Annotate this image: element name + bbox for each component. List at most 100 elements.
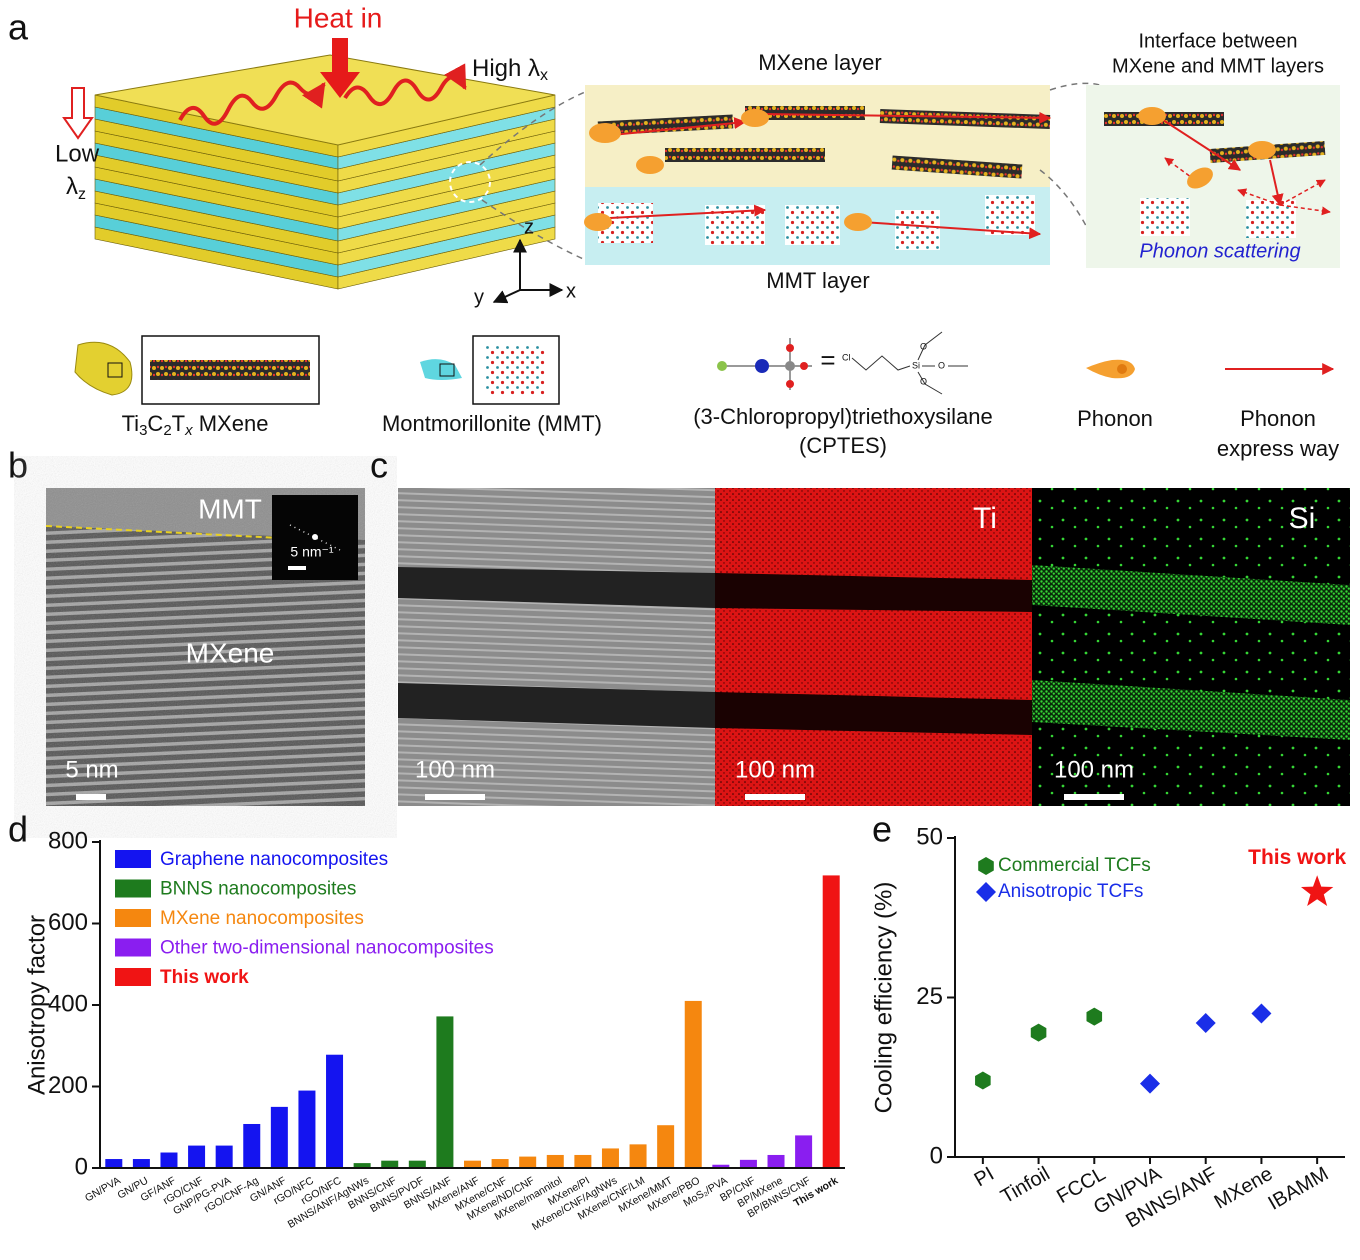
mmt-unit xyxy=(1140,198,1190,236)
bar xyxy=(408,1160,426,1168)
mxene-chain xyxy=(665,148,825,162)
bar xyxy=(712,1164,730,1168)
atom-label: O xyxy=(938,360,945,370)
dark-band xyxy=(398,567,715,728)
phonon-path xyxy=(1269,159,1284,207)
panel-b: b 5 nm⁻¹ MMT MXene 5 nm xyxy=(8,445,365,806)
bar xyxy=(546,1154,564,1168)
y-tick-label: 50 xyxy=(916,823,943,850)
axis-y: y xyxy=(474,286,484,308)
phonon xyxy=(1138,107,1166,125)
scale-label: 100 nm xyxy=(1054,756,1134,783)
mxene-chain xyxy=(879,109,1051,129)
mmt-unit xyxy=(485,345,545,395)
element-label: Ti xyxy=(973,502,997,535)
bar xyxy=(601,1148,619,1168)
zoom-line xyxy=(1049,82,1101,91)
scale-label: 100 nm xyxy=(735,756,815,783)
high-lambda: High λx xyxy=(472,55,548,84)
phonon-path xyxy=(611,117,747,136)
atom xyxy=(717,361,727,371)
scatter-path xyxy=(1279,204,1331,216)
phonon-core xyxy=(1117,364,1127,374)
scale-label: 100 nm xyxy=(415,756,495,783)
phonon xyxy=(1187,167,1213,189)
text-part: High λ xyxy=(472,55,540,82)
mmt-legend: Montmorillonite (MMT) xyxy=(382,411,602,436)
bar xyxy=(464,1160,481,1168)
y-axis-label: Cooling efficiency (%) xyxy=(870,882,897,1114)
mxene-chain xyxy=(891,155,1023,179)
bar xyxy=(739,1159,757,1168)
layered-block xyxy=(94,94,556,290)
mmt-layer-title: MMT layer xyxy=(766,268,870,293)
sem-image xyxy=(398,488,715,806)
annotation: This work xyxy=(1248,846,1346,869)
dark-band xyxy=(715,573,1032,735)
mxene-chain xyxy=(745,106,865,120)
phonon-path xyxy=(861,221,1042,240)
cptes-legend: (3-Chloropropyl)triethoxysilane xyxy=(693,404,993,429)
phonon xyxy=(636,156,664,174)
heat-path xyxy=(343,63,467,106)
y-tick-label: 400 xyxy=(48,990,88,1017)
phonon xyxy=(844,213,872,231)
phonon-path xyxy=(759,111,1052,124)
y-axis-label: Anisotropy factor xyxy=(23,915,50,1095)
panel-label: e xyxy=(872,809,892,850)
x-tick-label: Tinfoil xyxy=(997,1163,1054,1208)
point xyxy=(1195,1013,1216,1034)
legend-swatch xyxy=(115,909,151,927)
legend-swatch xyxy=(115,938,151,957)
interface-title: Interface between xyxy=(1139,30,1298,52)
express-legend: express way xyxy=(1217,436,1339,461)
axis-z: z xyxy=(524,216,534,238)
point xyxy=(1140,1073,1160,1094)
si-map xyxy=(1032,488,1350,806)
subscript: 3 xyxy=(139,422,147,439)
scale-bar xyxy=(1064,794,1124,800)
interface-line xyxy=(45,525,281,539)
si-band xyxy=(1032,565,1350,740)
zoom-line xyxy=(479,89,591,166)
legend-marker xyxy=(978,857,994,875)
subscript: 2 xyxy=(163,422,171,439)
atom xyxy=(785,361,795,371)
cptes-legend: (CPTES) xyxy=(799,433,887,458)
bar xyxy=(436,1016,454,1168)
zoom-box xyxy=(107,362,123,378)
point xyxy=(1300,875,1334,906)
legend-label: MXene nanocomposites xyxy=(160,908,364,929)
mmt-unit xyxy=(895,210,940,250)
text-part: λ xyxy=(66,173,78,200)
bar xyxy=(326,1054,344,1168)
legend-label: Graphene nanocomposites xyxy=(160,849,388,870)
mxene-label: MXene xyxy=(186,637,275,668)
mmt-unit xyxy=(985,195,1035,235)
bar xyxy=(795,1135,813,1168)
bar xyxy=(657,1125,675,1168)
atom-label: O xyxy=(920,376,927,386)
bar xyxy=(160,1152,178,1168)
atom-label: O xyxy=(920,341,927,351)
mmt-label: MMT xyxy=(198,493,262,524)
legend-swatch xyxy=(115,879,151,898)
bar xyxy=(243,1123,261,1168)
phonon xyxy=(589,123,621,143)
heat-path xyxy=(178,80,326,126)
legend-swatch xyxy=(115,850,151,868)
chain xyxy=(851,355,911,371)
x-tick-label: MXene xyxy=(1211,1163,1277,1214)
phonon-legend: Phonon xyxy=(1077,406,1153,431)
scale-bar xyxy=(425,794,485,800)
legend-label: BNNS nanocomposites xyxy=(160,879,356,900)
legend-label: Anisotropic TCFs xyxy=(998,881,1143,902)
panel-label: a xyxy=(8,7,29,48)
panel-label: c xyxy=(370,445,388,486)
legend-marker xyxy=(976,882,996,902)
text-part: T xyxy=(172,411,185,436)
axis-x: x xyxy=(566,280,576,302)
bar xyxy=(519,1156,537,1168)
